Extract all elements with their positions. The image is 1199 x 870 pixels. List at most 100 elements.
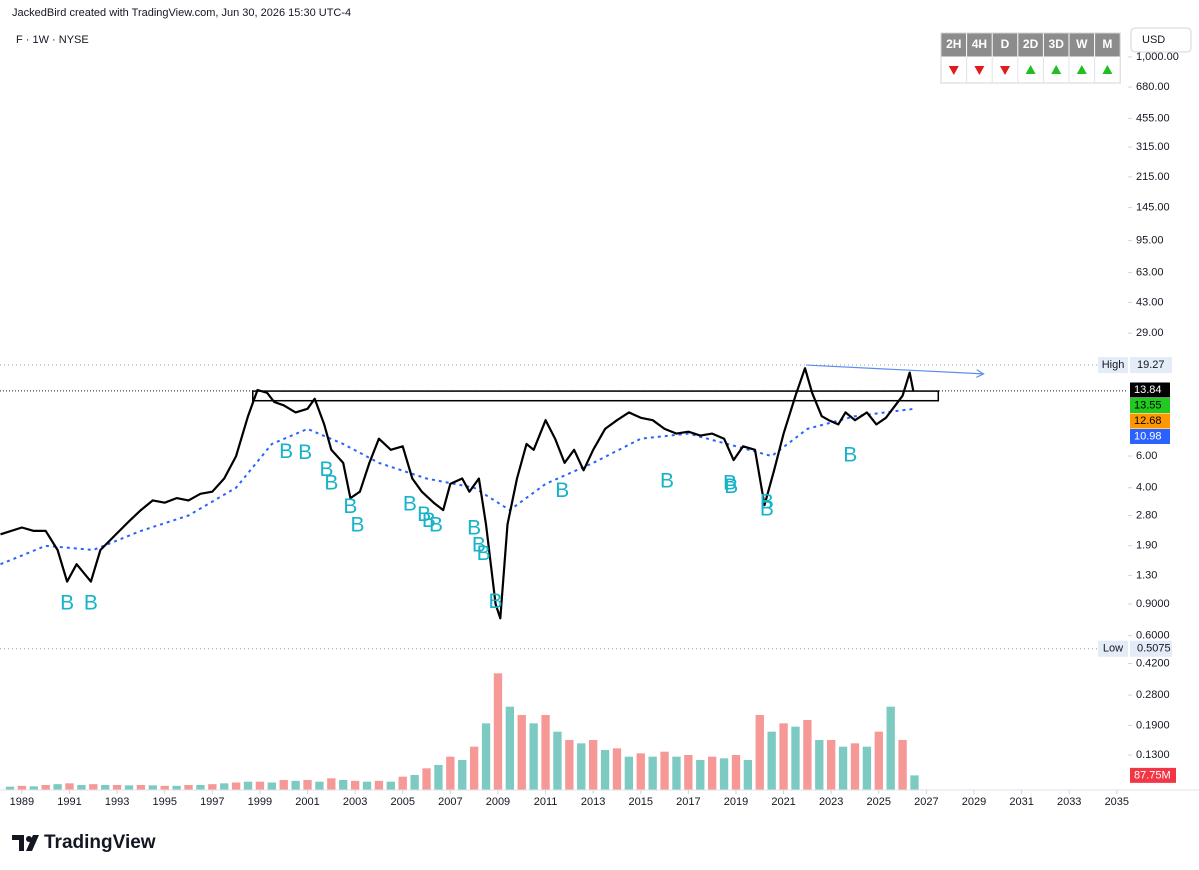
volume-bar [541,715,550,790]
volume-bar [553,731,562,790]
x-tick-label: 2029 [962,796,986,808]
volume-bar [469,746,479,790]
volume-bar [636,753,645,790]
timeframe-header [992,33,1018,57]
volume-bar [481,723,491,790]
low-tag-value: 0.5075 [1137,643,1171,655]
buy-signal: B [723,471,737,494]
price-tag-bg [1130,413,1170,429]
volume-bar [791,726,800,790]
volume-bar [446,756,455,790]
x-tick-label: 2023 [819,796,843,808]
volume-bar [779,723,788,790]
volume-bar [53,784,62,790]
y-tick-label: 43.00 [1136,296,1164,308]
volume-bar [529,723,538,790]
volume-bar [862,746,872,790]
low-tag-value-bg [1130,640,1172,657]
buy-signal: B [60,592,74,615]
currency[interactable]: USD [1142,34,1165,46]
y-tick-label: 0.9000 [1136,598,1170,610]
buy-signal: B [279,440,293,463]
currency-button[interactable] [1130,27,1192,53]
buy-signal: B [760,498,774,521]
volume-bar [17,785,27,790]
trend-arrow [1102,65,1113,74]
timeframe-header [1095,33,1120,57]
buy-signal: B [760,490,774,513]
x-tick-label: 1991 [57,796,81,808]
volume-bar [136,785,146,790]
x-tick-label: 2013 [581,796,605,808]
buy-signal: B [403,493,417,516]
buy-signal: B [417,503,431,526]
buy-signal: B [351,513,365,536]
buy-signal: B [343,495,357,518]
volume-bar [719,758,729,790]
volume-bar [350,780,360,790]
y-tick-label: 4.00 [1136,482,1157,494]
volume-bar [743,760,753,790]
buy-signal: B [467,517,481,540]
x-tick-label: 2005 [390,796,414,808]
volume-bar [327,778,336,790]
timeframe-label: 4H [972,37,987,51]
volume-bar [696,760,705,790]
volume-bar [5,786,15,790]
x-tick-label: 2025 [867,796,891,808]
volume-bar [505,706,515,790]
timeframe-label: D [1001,37,1010,51]
y-tick-label: 680.00 [1136,81,1170,93]
volume-bar [755,715,764,790]
y-tick-label: 95.00 [1136,235,1164,247]
volume-bar [89,784,98,790]
trend-arrow [974,66,985,75]
x-tick-label: 1995 [152,796,176,808]
symbol: F · 1W · NYSE [16,34,89,46]
logo-dot [26,836,32,842]
price-tag: 13.55 [1134,399,1162,411]
credit: JackedBird created with TradingView.com,… [12,7,351,19]
volume-bar [172,785,181,790]
buy-signal: B [843,444,857,467]
volume-bar [767,731,776,790]
high-tag-value: 19.27 [1137,359,1165,371]
volume-bar [874,731,883,790]
y-tick-label: 315.00 [1136,141,1170,153]
logo: TradingView [12,832,156,853]
volume-bar [410,775,419,790]
volume-bar [910,775,919,790]
volume-bar [838,746,848,790]
volume-bar [850,743,860,790]
timeframe-label: W [1076,37,1088,51]
volume-bar [684,755,693,790]
volume-bar [77,785,86,790]
x-tick-label: 2001 [295,796,319,808]
y-tick-label: 145.00 [1136,202,1170,214]
volume-bar [458,760,467,790]
price-tag-bg [1130,429,1170,444]
volume-bar [374,780,384,790]
buy-signal: B [320,458,334,481]
logo-text: TradingView [44,832,156,853]
high-tag-value-bg [1130,357,1172,374]
timeframe-header [967,33,992,57]
x-tick-label: 2007 [438,796,462,808]
timeframe-label: M [1102,37,1112,51]
moving-average [0,407,915,566]
volume-bar [434,765,443,790]
timeframe-header [1018,33,1043,57]
box-annotation [252,390,940,402]
trend-arrow [1000,66,1010,75]
x-tick-label: 1997 [200,796,224,808]
volume-bar [220,783,229,790]
x-tick-label: 2021 [771,796,795,808]
volume-bar [255,781,265,790]
low-tag-bg [1098,640,1128,657]
volume-bar [660,751,669,790]
volume-bar [708,756,717,790]
trend-arrow [1076,65,1087,74]
trend-arrow [948,66,959,75]
volume-bar [41,785,50,790]
